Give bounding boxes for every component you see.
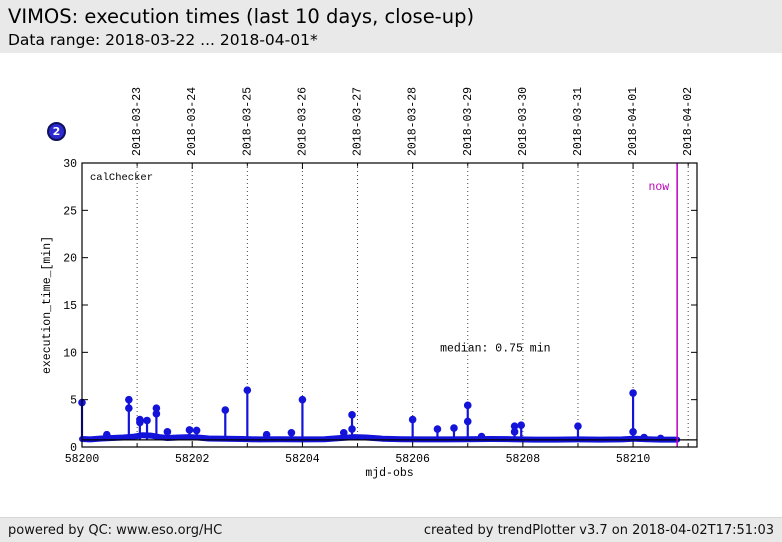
x-tick-label: 58202 bbox=[175, 453, 210, 466]
data-point bbox=[243, 386, 252, 395]
data-point bbox=[143, 416, 151, 425]
y-axis-title: execution_time_[min] bbox=[41, 236, 54, 374]
close-up-level-badge[interactable]: 2 bbox=[47, 122, 66, 141]
data-point bbox=[629, 389, 637, 397]
data-point bbox=[517, 421, 526, 430]
data-point bbox=[192, 426, 201, 435]
data-point bbox=[477, 432, 486, 441]
page-footer: powered by QC: www.eso.org/HC created by… bbox=[0, 517, 782, 542]
data-point bbox=[136, 418, 144, 427]
x-tick-label: 58204 bbox=[285, 453, 320, 466]
data-point bbox=[102, 430, 111, 439]
data-point bbox=[629, 428, 637, 436]
data-point bbox=[510, 422, 519, 430]
x-tick-label: 58210 bbox=[616, 453, 651, 466]
y-tick-label: 5 bbox=[70, 395, 77, 408]
now-label: now bbox=[648, 181, 669, 194]
top-date-label: 2018-03-27 bbox=[352, 87, 365, 156]
data-point bbox=[463, 417, 472, 426]
data-point bbox=[408, 415, 417, 424]
data-range-subtitle: Data range: 2018-03-22 ... 2018-04-01* bbox=[8, 31, 318, 49]
data-point bbox=[125, 404, 133, 412]
data-point bbox=[656, 434, 665, 443]
y-tick-label: 30 bbox=[63, 158, 77, 171]
data-point bbox=[221, 406, 230, 414]
data-point bbox=[125, 395, 133, 404]
data-point bbox=[262, 430, 271, 439]
top-date-label: 2018-04-02 bbox=[682, 87, 695, 156]
data-point bbox=[287, 429, 296, 437]
data-point bbox=[163, 428, 172, 436]
execution-times-chart: 2018-03-23 2018-03-24 2018-03-25 2018-03-26… bbox=[41, 87, 698, 480]
cal-checker-label: calChecker bbox=[90, 172, 153, 184]
page-title: VIMOS: execution times (last 10 days, cl… bbox=[8, 5, 475, 28]
data-point bbox=[450, 424, 458, 432]
x-axis-title: mjd-obs bbox=[365, 467, 413, 480]
top-date-label: 2018-03-29 bbox=[462, 87, 475, 156]
y-tick-label: 25 bbox=[63, 205, 77, 218]
y-tick-label: 15 bbox=[63, 300, 77, 313]
y-tick-label: 10 bbox=[63, 347, 77, 360]
data-point bbox=[348, 411, 356, 419]
x-tick-label: 58208 bbox=[506, 453, 541, 466]
data-point bbox=[298, 395, 307, 404]
data-point bbox=[510, 428, 519, 436]
data-point bbox=[152, 410, 161, 418]
top-date-label: 2018-03-25 bbox=[241, 87, 254, 156]
data-point bbox=[574, 422, 582, 430]
y-tick-label: 0 bbox=[70, 442, 77, 455]
top-date-label: 2018-03-28 bbox=[407, 87, 420, 156]
plot-area bbox=[82, 163, 697, 447]
top-date-label: 2018-03-31 bbox=[572, 87, 585, 156]
top-date-label: 2018-03-24 bbox=[186, 87, 199, 156]
footer-created-by: created by trendPlotter v3.7 on 2018-04-… bbox=[423, 522, 774, 538]
data-point bbox=[185, 426, 194, 434]
y-tick-label: 20 bbox=[63, 253, 77, 266]
page-header: VIMOS: execution times (last 10 days, cl… bbox=[0, 0, 782, 53]
footer-powered-by: powered by QC: www.eso.org/HC bbox=[8, 522, 223, 538]
median-label: median: 0.75 min bbox=[440, 343, 550, 356]
top-date-label: 2018-03-26 bbox=[296, 87, 309, 156]
x-tick-label: 58200 bbox=[65, 453, 100, 466]
data-point bbox=[348, 425, 356, 433]
top-date-label: 2018-04-01 bbox=[627, 87, 640, 156]
top-date-label: 2018-03-23 bbox=[131, 87, 144, 156]
data-point bbox=[433, 425, 442, 433]
data-point bbox=[339, 429, 348, 437]
data-point bbox=[152, 404, 161, 412]
data-point bbox=[463, 401, 472, 410]
x-tick-label: 58206 bbox=[395, 453, 430, 466]
top-date-label: 2018-03-30 bbox=[517, 87, 530, 156]
